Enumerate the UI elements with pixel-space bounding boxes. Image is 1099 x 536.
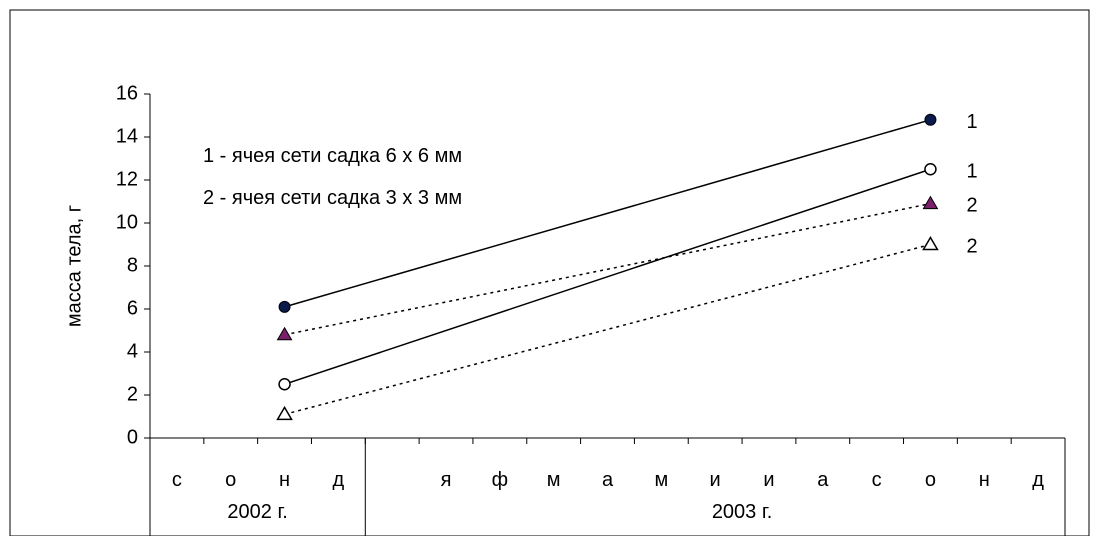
data-point-open-circle [924,163,937,176]
x-category-label: м [654,469,668,491]
data-point-open-triangle [922,236,939,251]
y-tick-label: 10 [116,211,138,233]
y-tick-label: 6 [127,297,138,319]
x-category-label: о [925,469,936,491]
y-tick-label: 4 [127,340,138,362]
legend: 1 - ячея сети садка 6 х 6 мм 2 - ячея се… [203,145,462,209]
x-category-label: н [279,469,290,491]
x-category-label: д [333,469,345,491]
data-point-open-circle [278,378,291,391]
x-year-label: 2002 г. [227,501,287,523]
y-axis-title: масса тела, г [63,205,85,327]
y-tick-label: 16 [116,82,138,104]
x-category-label: ф [492,469,508,491]
chart-frame [9,9,1090,536]
data-point-filled-circle [278,300,291,313]
x-category-label: а [817,469,829,491]
x-category-label: д [1032,469,1044,491]
series-end-label: 2 [966,195,977,217]
y-tick-label: 12 [116,168,138,190]
y-tick-label: 14 [116,125,138,147]
legend-item-1: 1 - ячея сети садка 6 х 6 мм [203,145,462,167]
x-category-label: м [547,469,561,491]
data-point-filled-triangle [276,326,293,341]
series-line [284,119,931,308]
series-end-label: 1 [966,111,977,133]
x-category-label: а [602,469,614,491]
y-tick-label: 0 [127,426,138,448]
x-category-label: н [979,469,990,491]
series-line [284,202,931,336]
series-end-label: 1 [966,160,977,182]
series-layer: 1 1 2 2 [276,111,978,421]
data-point-filled-triangle [922,195,939,210]
legend-item-2: 2 - ячея сети садка 3 х 3 мм [203,187,462,209]
x-category-label: и [763,469,774,491]
series-end-label: 2 [966,236,977,258]
x-year-label: 2003 г. [712,501,772,523]
x-category-label: с [872,469,882,491]
x-category-label: и [710,469,721,491]
x-category-label: я [441,469,452,491]
data-point-open-triangle [276,405,293,421]
x-category-label: с [172,469,182,491]
series-line [284,168,931,385]
y-tick-label: 2 [127,383,138,405]
x-category-label: о [225,469,236,491]
data-point-filled-circle [924,113,937,126]
y-tick-label: 8 [127,254,138,276]
